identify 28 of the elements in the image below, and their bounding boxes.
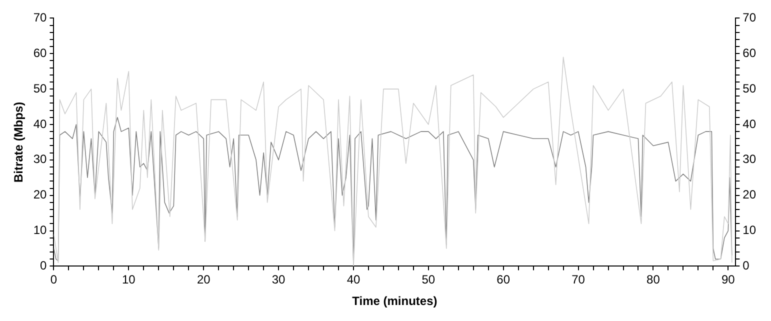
x-tick-label: 30 — [272, 272, 286, 287]
x-tick-label: 10 — [122, 272, 136, 287]
x-tick-label: 70 — [572, 272, 586, 287]
y-tick-label: 0 — [40, 258, 48, 273]
x-tick-label: 80 — [646, 272, 660, 287]
y2-tick-label: 50 — [742, 81, 756, 96]
y2-tick-label: 70 — [742, 10, 756, 25]
x-tick-label: 50 — [422, 272, 436, 287]
y-tick-label: 10 — [33, 223, 48, 238]
x-tick-label: 90 — [721, 272, 736, 287]
y2-tick-label: 60 — [742, 46, 756, 60]
x-axis-title: Time (minutes) — [352, 294, 438, 308]
y-tick-label: 70 — [33, 10, 48, 25]
y2-tick-label: 0 — [742, 258, 750, 273]
y2-tick-label: 10 — [742, 223, 756, 238]
y-axis-title: Bitrate (Mbps) — [12, 102, 26, 183]
y-tick-label: 60 — [33, 46, 48, 60]
y-tick-label: 50 — [33, 81, 48, 96]
y2-tick-label: 40 — [742, 116, 756, 131]
x-tick-label: 0 — [50, 272, 58, 287]
y-tick-label: 40 — [33, 116, 48, 131]
y2-tick-label: 30 — [742, 152, 756, 166]
x-tick-label: 40 — [346, 272, 360, 287]
x-tick-label: 20 — [196, 272, 211, 287]
y2-tick-label: 20 — [742, 188, 756, 202]
y-tick-label: 20 — [33, 188, 48, 202]
x-tick-label: 60 — [496, 272, 510, 287]
y-tick-label: 30 — [33, 152, 48, 166]
